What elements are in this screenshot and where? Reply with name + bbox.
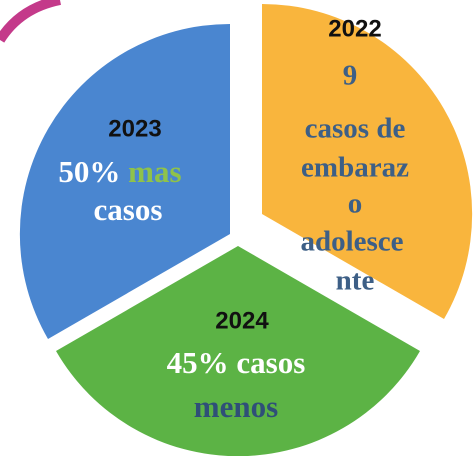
text-line: menos xyxy=(194,389,278,424)
text-part: mas xyxy=(128,154,181,189)
text-line: casos xyxy=(94,192,163,227)
text-line: 9 xyxy=(343,60,358,92)
text-line: embaraz xyxy=(301,152,409,184)
decoration xyxy=(0,0,62,43)
segment-2022 xyxy=(262,3,473,319)
text-line: 50% mas xyxy=(58,154,181,189)
text-part: 50% xyxy=(58,154,120,189)
text-line: nte xyxy=(336,265,375,297)
segment-2023 xyxy=(19,23,230,340)
year: 2023 xyxy=(108,115,161,142)
text-line: adolesce xyxy=(300,226,403,258)
segment-2024 xyxy=(56,246,420,456)
text-line: casos de xyxy=(305,113,406,145)
year: 2022 xyxy=(328,15,381,42)
text-line: 45% casos xyxy=(167,345,306,380)
text-line: o xyxy=(348,188,363,220)
year: 2024 xyxy=(215,307,269,334)
